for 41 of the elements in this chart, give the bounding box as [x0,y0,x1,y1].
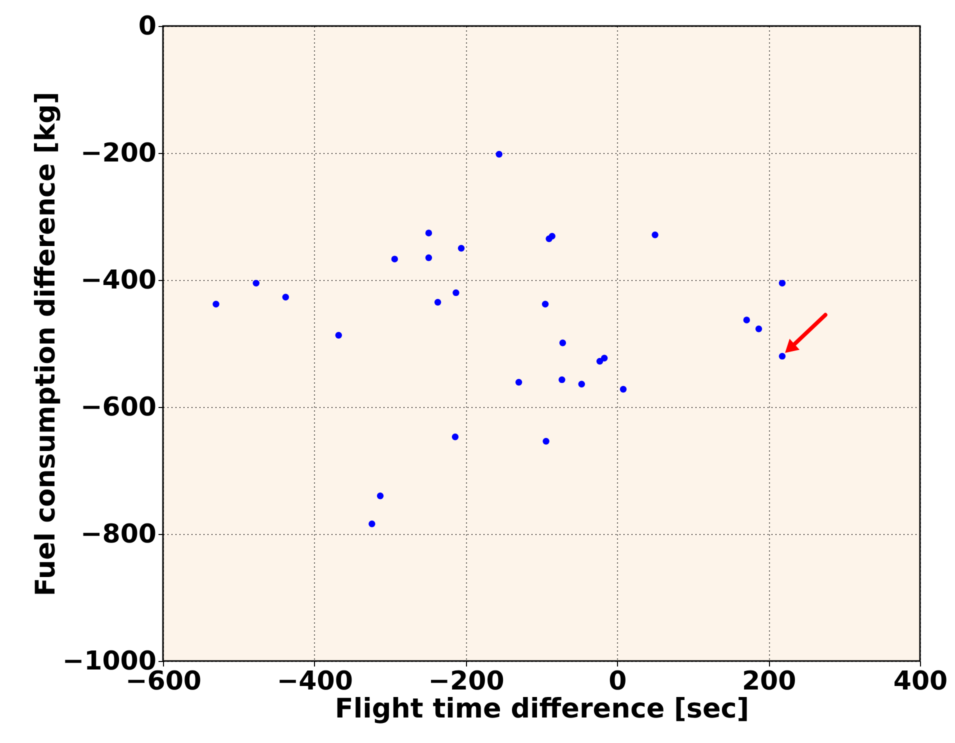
point [600,354,608,362]
x-tick-label: −200 [428,666,504,696]
point [434,298,442,306]
point [548,232,556,240]
point [755,326,762,332]
point [778,352,786,360]
point [652,232,658,238]
x-tick-label: 200 [742,666,796,696]
point [458,244,465,252]
point [542,438,550,445]
point [515,378,522,386]
point [559,340,566,346]
point [335,332,342,339]
x-tick-label: 0 [608,666,627,696]
point [391,256,398,262]
point [212,300,220,308]
y-axis-title: Fuel consumption difference [kg] [30,92,62,596]
point [368,520,376,528]
point [620,386,627,393]
point [252,280,260,287]
point [542,300,549,308]
point [425,230,432,236]
point [425,254,432,262]
point [282,294,289,300]
point [452,289,460,296]
point [558,376,566,384]
point [596,358,604,365]
point [778,280,786,287]
y-tick-label: −800 [80,520,156,550]
y-tick-label: −600 [80,392,156,422]
y-tick-label: −400 [80,266,156,296]
x-tick-label: −400 [276,666,353,696]
x-tick-label: 400 [893,666,948,696]
point [578,380,585,388]
point [452,434,459,440]
y-tick-label: −200 [80,138,156,168]
y-tick-label: 0 [138,12,156,42]
point [496,150,502,158]
x-axis-title: Flight time difference [sec] [334,694,750,724]
point [743,316,750,324]
point [376,492,384,500]
